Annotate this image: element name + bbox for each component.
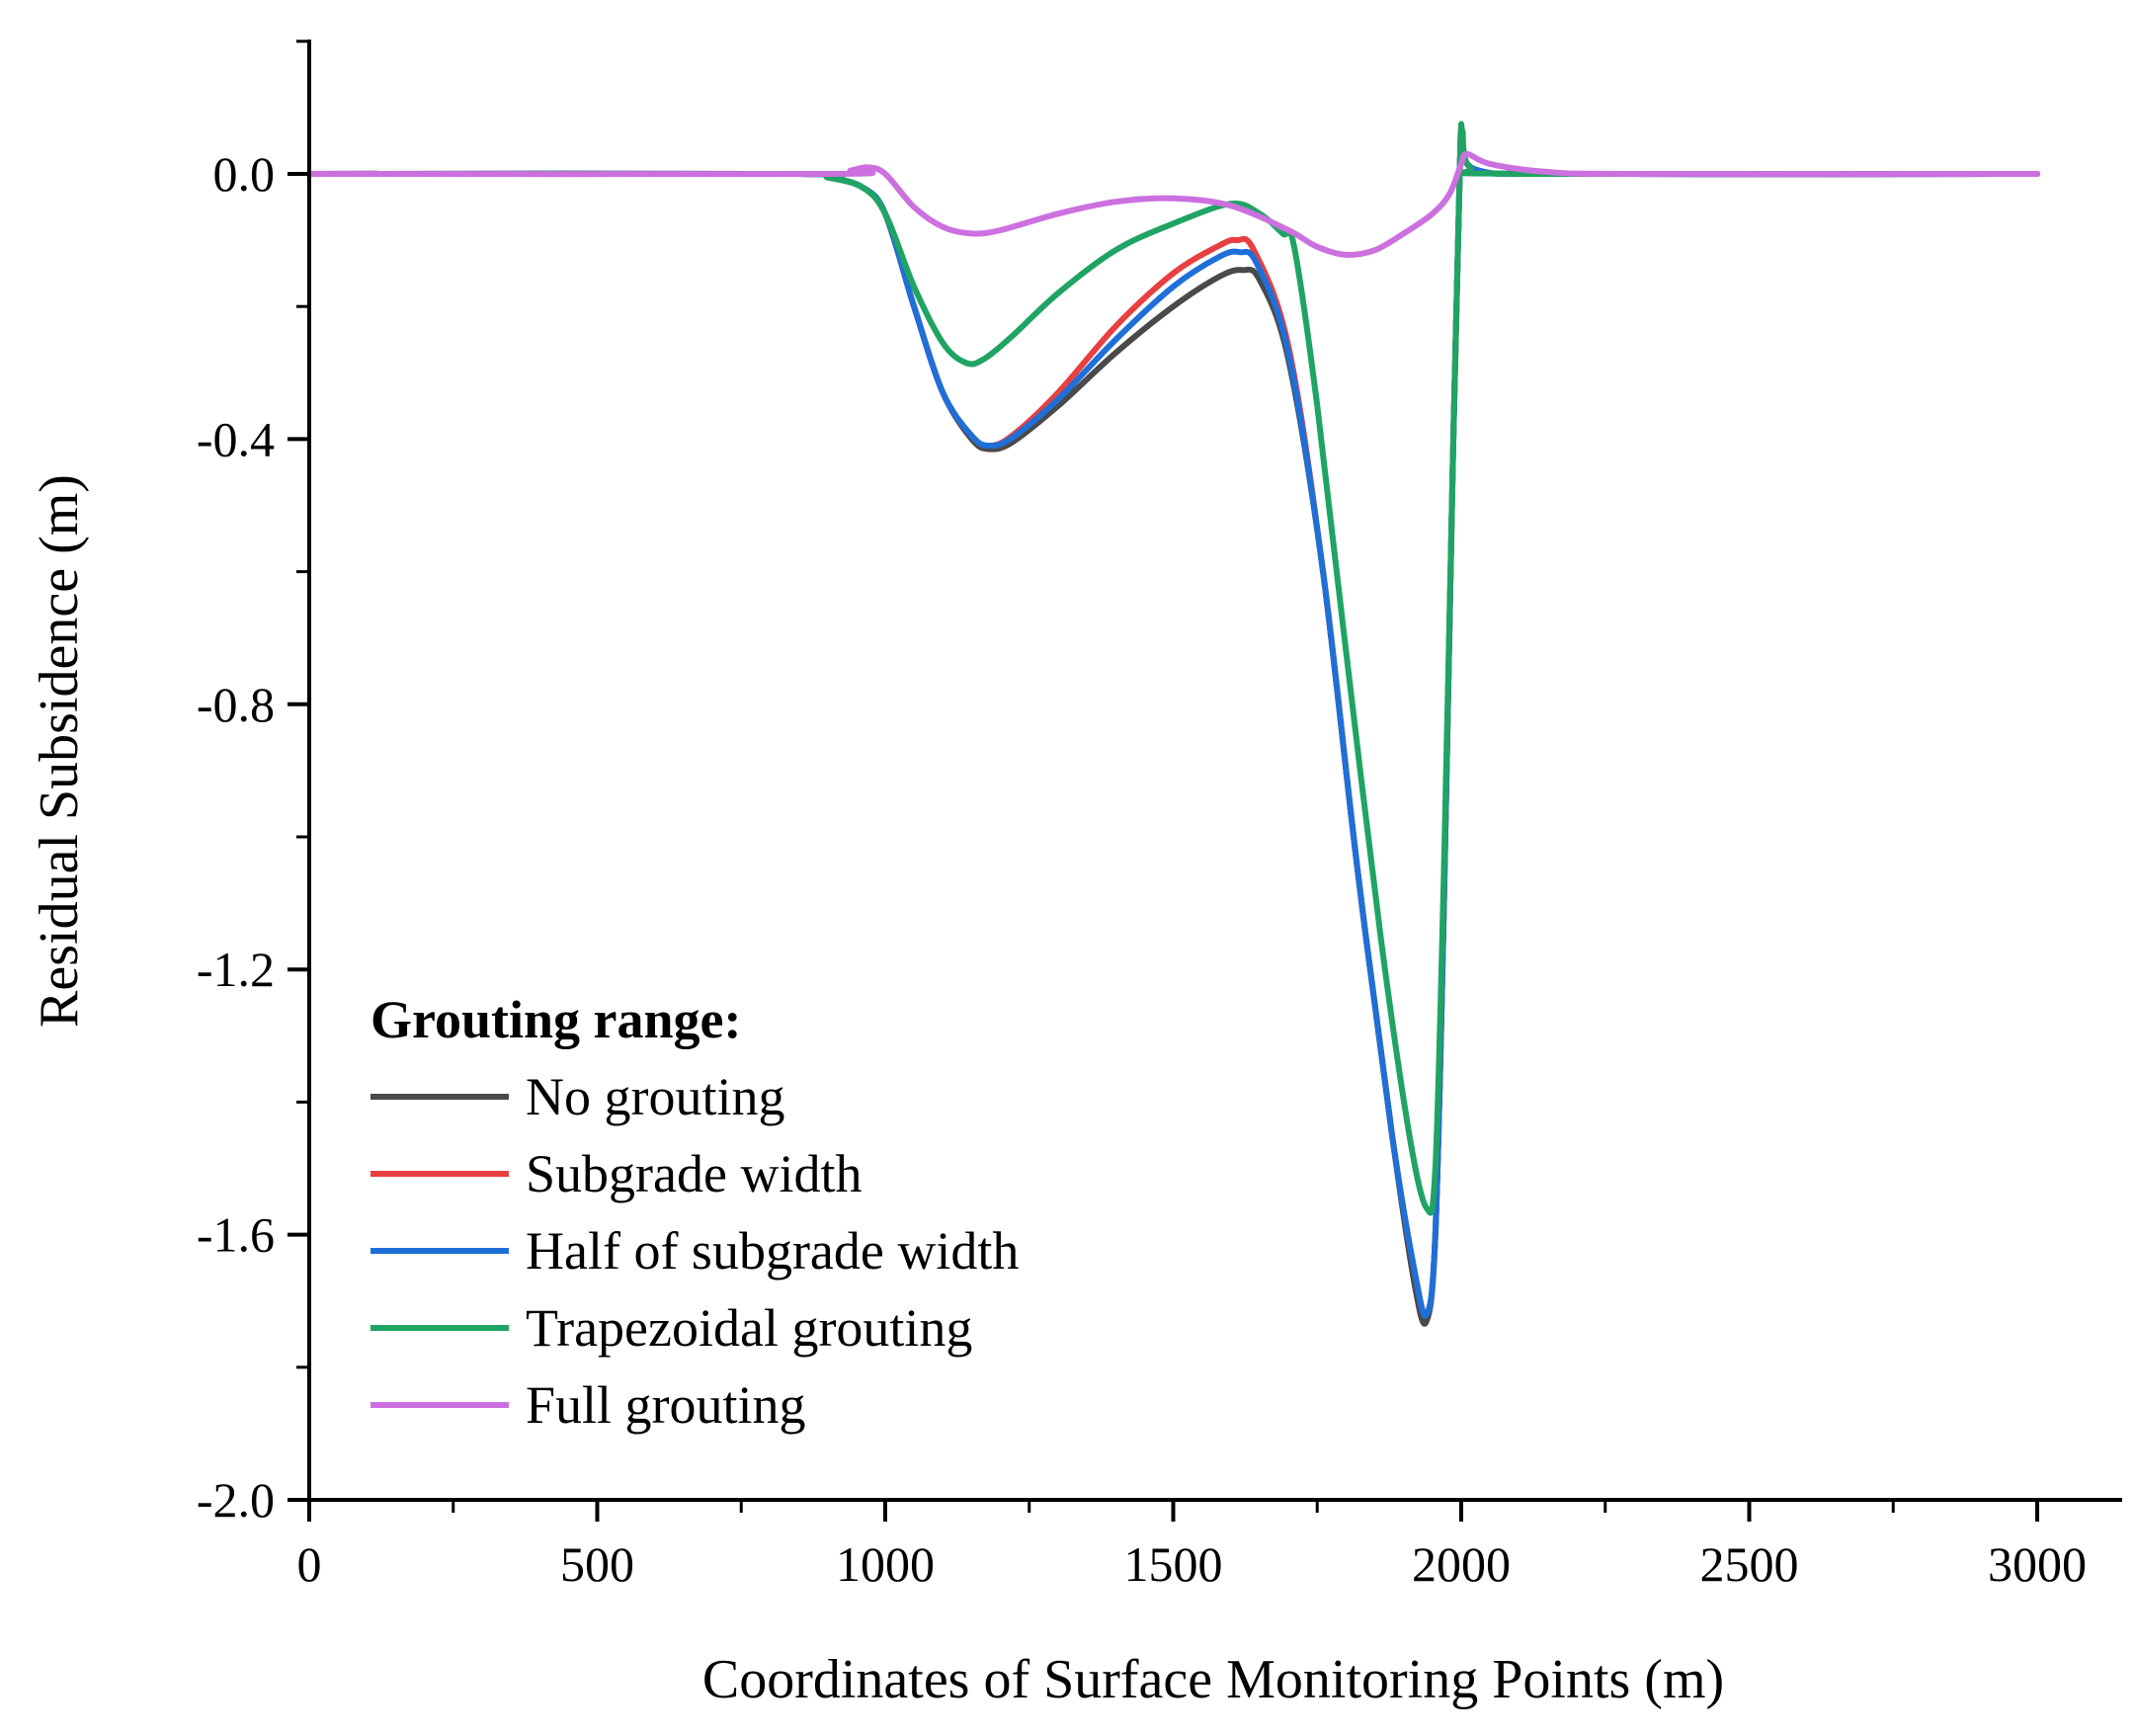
x-tick-label: 3000 (1988, 1536, 2087, 1592)
legend-label-subgrade-width: Subgrade width (526, 1144, 862, 1203)
x-tick-label: 0 (297, 1536, 322, 1592)
y-tick-label: -2.0 (197, 1472, 275, 1528)
legend-label-no-grouting: No grouting (526, 1067, 785, 1126)
x-ticks: 0 500 1000 1500 2000 2500 3000 (297, 1500, 2087, 1592)
series-line-full-grouting (306, 150, 2040, 258)
x-tick-label: 2500 (1700, 1536, 1799, 1592)
x-tick-label: 1000 (836, 1536, 935, 1592)
series-line-trapezoidal-grouting (306, 121, 2040, 1216)
x-tick-label: 500 (560, 1536, 634, 1592)
axes (307, 40, 2122, 1502)
legend-label-half-of-subgrade-width: Half of subgrade width (526, 1221, 1019, 1281)
legend: Grouting range: No grouting Subgrade widt… (370, 990, 1019, 1435)
y-tick-label: -0.8 (197, 677, 275, 732)
y-tick-label: -1.2 (197, 942, 275, 997)
y-ticks: 0.0 -0.4 -0.8 -1.2 -1.6 -2.0 (197, 40, 309, 1528)
legend-title: Grouting range: (370, 990, 742, 1049)
x-axis-title: Coordinates of Surface Monitoring Points… (702, 1649, 1724, 1710)
y-axis-title: Residual Subsidence (m) (29, 474, 90, 1028)
legend-label-full-grouting: Full grouting (526, 1375, 806, 1435)
legend-items: No grouting Subgrade width Half of subgrad… (370, 1067, 1019, 1435)
x-tick-label: 1500 (1124, 1536, 1223, 1592)
y-tick-label: -1.6 (197, 1207, 275, 1263)
y-tick-label: 0.0 (213, 146, 276, 202)
legend-label-trapezoidal-grouting: Trapezoidal grouting (526, 1298, 972, 1358)
x-tick-label: 2000 (1412, 1536, 1511, 1592)
series-layer (306, 121, 2040, 1327)
y-tick-label: -0.4 (197, 411, 275, 466)
